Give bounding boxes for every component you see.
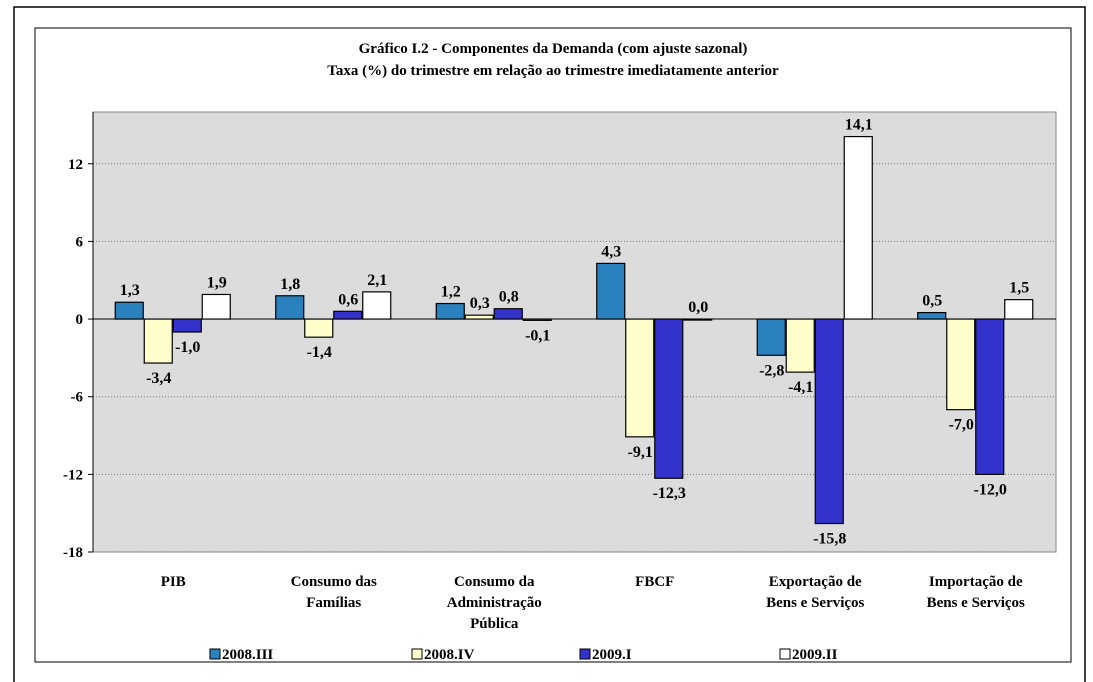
y-tick-label: 12: [68, 157, 83, 173]
bar: [114, 301, 144, 320]
legend-label: 2009.II: [792, 647, 838, 663]
value-label: 1,9: [207, 274, 227, 291]
bar: [275, 295, 305, 320]
bar: [814, 318, 844, 525]
bar: [946, 318, 976, 411]
legend-label: 2009.I: [592, 647, 632, 663]
x-tick-label-line: Consumo da: [454, 574, 535, 590]
bar: [596, 262, 626, 320]
value-label: -7,0: [949, 417, 974, 434]
x-tick-label-line: Bens e Serviços: [766, 595, 864, 611]
x-tick-label: FBCF: [635, 574, 674, 590]
bar: [201, 293, 231, 320]
x-tick-label-line: PIB: [161, 574, 186, 590]
bar: [1004, 299, 1034, 320]
y-tick-label: -12: [63, 467, 83, 483]
value-label: 1,5: [1009, 280, 1029, 297]
y-tick-label: -6: [71, 390, 84, 406]
value-label: 2,1: [367, 272, 387, 289]
bar: [333, 310, 363, 320]
value-label: -1,4: [307, 344, 332, 361]
value-label: 14,1: [845, 117, 873, 134]
value-label: 1,3: [120, 282, 140, 299]
value-label: 1,2: [441, 284, 461, 301]
x-tick-label-line: Pública: [470, 616, 519, 632]
x-tick-label-line: Consumo das: [291, 574, 377, 590]
x-tick-label-line: Bens e Serviços: [927, 595, 1025, 611]
x-tick-label-line: Famílias: [306, 595, 361, 611]
value-label: 1,8: [280, 276, 300, 293]
chart-title: Gráfico I.2 - Componentes da Demanda (co…: [359, 41, 748, 57]
value-label: 0,5: [922, 293, 942, 310]
legend-swatch: [579, 648, 591, 660]
y-tick-label: -18: [63, 545, 83, 561]
y-tick-label: 6: [76, 234, 84, 250]
legend-label: 2008.IV: [424, 647, 475, 663]
value-label: 4,3: [601, 243, 621, 260]
value-label: -9,1: [628, 444, 653, 461]
x-tick-label-line: Exportação de: [769, 574, 862, 590]
bar: [464, 314, 494, 320]
bar: [172, 318, 202, 333]
value-label: -2,8: [759, 362, 784, 379]
bar: [625, 318, 655, 438]
bar: [756, 318, 786, 356]
value-label: -1,0: [175, 339, 200, 356]
plot-area: [92, 111, 1057, 553]
bar: [493, 308, 523, 320]
bar: [843, 135, 873, 320]
x-tick-label: PIB: [161, 574, 186, 590]
value-label: 0,3: [470, 295, 490, 312]
value-label: -15,8: [813, 531, 846, 548]
y-tick-label: 0: [76, 312, 84, 328]
x-tick-label-line: FBCF: [635, 574, 674, 590]
value-label: 0,6: [338, 291, 358, 308]
x-tick-label: Consumo da Administração Pública: [447, 574, 542, 632]
legend-swatch: [779, 648, 791, 660]
legend-swatch: [411, 648, 423, 660]
x-tick-label-line: Administração: [447, 595, 542, 611]
bar: [654, 318, 684, 479]
bar: [975, 318, 1005, 475]
value-label: -0,1: [525, 327, 550, 344]
x-tick-label: Consumo das Famílias: [291, 574, 377, 611]
value-label: 0,8: [499, 289, 519, 306]
bar: [143, 318, 173, 364]
x-tick-label: Exportação de Bens e Serviços: [766, 574, 864, 611]
x-tick-label: Importação de Bens e Serviços: [927, 574, 1025, 611]
bar: [917, 311, 947, 320]
value-label: 0,0: [688, 299, 708, 316]
value-label: -3,4: [146, 370, 171, 387]
legend-label: 2008.III: [222, 647, 273, 663]
chart-subtitle: Taxa (%) do trimestre em relação ao trim…: [327, 63, 779, 79]
bar: [785, 318, 815, 373]
x-tick-label-line: Importação de: [929, 574, 1023, 590]
value-label: -12,0: [974, 481, 1007, 498]
value-label: -12,3: [653, 485, 686, 502]
bar: [304, 318, 334, 338]
outer-frame: [13, 6, 1086, 682]
bar: [362, 291, 392, 320]
bar: [435, 302, 465, 320]
legend-swatch: [209, 648, 221, 660]
value-label: -4,1: [788, 379, 813, 396]
